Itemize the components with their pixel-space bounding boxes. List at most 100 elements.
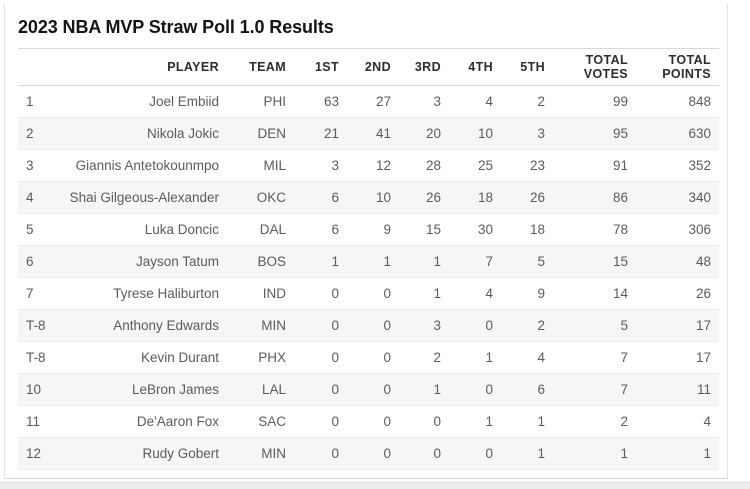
col-header-rank <box>18 48 58 86</box>
cell-2nd: 0 <box>347 309 399 342</box>
table-header: PLAYER TEAM 1ST 2ND 3RD 4TH 5TH TOTAL VO… <box>18 48 719 86</box>
cell-rank: T-8 <box>18 341 58 374</box>
cell-1st: 0 <box>294 437 347 470</box>
col-header-team: TEAM <box>227 48 294 86</box>
table-row: 3 Giannis Antetokounmpo MIL 3 12 28 25 2… <box>18 149 719 182</box>
cell-rank: 7 <box>18 277 58 310</box>
col-header-1st: 1ST <box>294 48 347 86</box>
cell-team: BOS <box>227 245 294 278</box>
cell-2nd: 12 <box>347 149 399 182</box>
cell-5th: 5 <box>501 245 553 278</box>
footer-strip <box>0 481 750 489</box>
results-table-body: 1 Joel Embiid PHI 63 27 3 4 2 99 848 2 N… <box>18 85 719 470</box>
cell-player: Rudy Gobert <box>58 437 227 470</box>
cell-total-points: 17 <box>636 341 719 374</box>
col-header-5th: 5TH <box>501 48 553 86</box>
cell-total-points: 26 <box>636 277 719 310</box>
cell-player: LeBron James <box>58 373 227 406</box>
cell-2nd: 10 <box>347 181 399 214</box>
cell-total-votes: 78 <box>553 213 636 246</box>
cell-team: MIN <box>227 437 294 470</box>
cell-team: DAL <box>227 213 294 246</box>
cell-3rd: 1 <box>399 373 449 406</box>
cell-rank: 12 <box>18 437 58 470</box>
cell-4th: 18 <box>449 181 501 214</box>
cell-rank: 4 <box>18 181 58 214</box>
table-row: 5 Luka Doncic DAL 6 9 15 30 18 78 306 <box>18 213 719 246</box>
table-row: 6 Jayson Tatum BOS 1 1 1 7 5 15 48 <box>18 245 719 278</box>
cell-rank: 2 <box>18 117 58 150</box>
cell-4th: 0 <box>449 437 501 470</box>
cell-total-votes: 95 <box>553 117 636 150</box>
cell-total-points: 340 <box>636 181 719 214</box>
cell-3rd: 15 <box>399 213 449 246</box>
cell-team: IND <box>227 277 294 310</box>
col-header-3rd: 3RD <box>399 48 449 86</box>
cell-1st: 1 <box>294 245 347 278</box>
cell-1st: 63 <box>323 94 339 109</box>
cell-total-votes: 91 <box>553 149 636 182</box>
cell-4th: 4 <box>449 277 501 310</box>
cell-2nd: 9 <box>347 213 399 246</box>
cell-3rd: 0 <box>399 437 449 470</box>
cell-2nd: 0 <box>347 277 399 310</box>
cell-total-votes: 2 <box>553 405 636 438</box>
cell-3rd: 20 <box>399 117 449 150</box>
cell-total-points: 4 <box>636 405 719 438</box>
cell-1st: 6 <box>294 213 347 246</box>
table-row: T-8 Anthony Edwards MIN 0 0 3 0 2 5 17 <box>18 309 719 342</box>
cell-team: DEN <box>227 117 294 150</box>
cell-total-votes: 15 <box>553 245 636 278</box>
cell-player: Nikola Jokic <box>58 117 227 150</box>
cell-team: SAC <box>227 405 294 438</box>
cell-5th: 3 <box>501 117 553 150</box>
cell-3rd: 26 <box>399 181 449 214</box>
cell-5th: 2 <box>537 94 545 109</box>
cell-5th: 26 <box>501 181 553 214</box>
cell-5th: 1 <box>501 405 553 438</box>
cell-player: Anthony Edwards <box>58 309 227 342</box>
cell-player: Luka Doncic <box>58 213 227 246</box>
cell-1st: 0 <box>294 341 347 374</box>
cell-4th: 0 <box>449 373 501 406</box>
cell-1st: 0 <box>294 405 347 438</box>
cell-4th: 7 <box>449 245 501 278</box>
cell-2nd: 0 <box>347 373 399 406</box>
cell-total-points: 306 <box>636 213 719 246</box>
cell-5th: 4 <box>501 341 553 374</box>
cell-player: Joel Embiid <box>149 94 219 109</box>
cell-1st: 0 <box>294 277 347 310</box>
table-row: 11 De'Aaron Fox SAC 0 0 0 1 1 2 4 <box>18 405 719 438</box>
cell-5th: 23 <box>501 149 553 182</box>
table-row: 2 Nikola Jokic DEN 21 41 20 10 3 95 630 <box>18 117 719 150</box>
col-header-total-points: TOTAL POINTS <box>636 48 719 86</box>
cell-1st: 21 <box>294 117 347 150</box>
cell-1st: 6 <box>294 181 347 214</box>
cell-rank: 1 <box>26 94 34 109</box>
cell-4th: 4 <box>485 94 493 109</box>
cell-4th: 1 <box>449 405 501 438</box>
cell-total-points: 11 <box>636 373 719 406</box>
cell-player: Shai Gilgeous-Alexander <box>58 181 227 214</box>
cell-total-votes: 7 <box>553 373 636 406</box>
cell-5th: 18 <box>501 213 553 246</box>
cell-team: MIN <box>227 309 294 342</box>
cell-rank: 11 <box>18 405 58 438</box>
cell-4th: 30 <box>449 213 501 246</box>
table-row: 12 Rudy Gobert MIN 0 0 0 0 1 1 1 <box>18 437 719 470</box>
cell-total-points: 848 <box>688 94 711 109</box>
cell-2nd: 1 <box>347 245 399 278</box>
cell-1st: 0 <box>294 373 347 406</box>
cell-3rd: 28 <box>399 149 449 182</box>
cell-2nd: 0 <box>347 437 399 470</box>
table-row: T-8 Kevin Durant PHX 0 0 2 1 4 7 17 <box>18 341 719 374</box>
cell-rank: 6 <box>18 245 58 278</box>
cell-team: PHI <box>263 94 286 109</box>
cell-5th: 9 <box>501 277 553 310</box>
cell-player: Tyrese Haliburton <box>58 277 227 310</box>
cell-5th: 1 <box>501 437 553 470</box>
cell-rank: 3 <box>18 149 58 182</box>
header-row: PLAYER TEAM 1ST 2ND 3RD 4TH 5TH TOTAL VO… <box>18 48 719 86</box>
cell-player: Jayson Tatum <box>58 245 227 278</box>
